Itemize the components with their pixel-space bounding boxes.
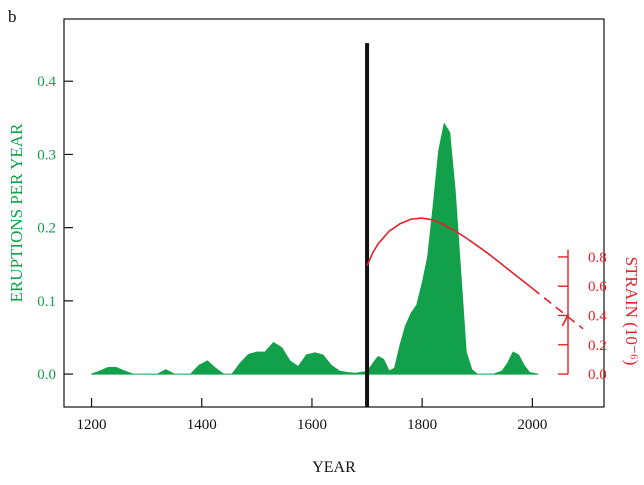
right-tick-label: 0.4 [588,308,607,324]
plot-area [63,18,605,408]
x-tick-label: 1400 [187,417,217,433]
left-tick-label: 0.1 [37,294,56,310]
x-tick-label: 1800 [407,417,437,433]
right-tick-label: 0.2 [588,338,607,354]
left-tick-label: 0.0 [37,367,56,383]
right-y-axis-label: STRAIN (10⁻⁶) [622,257,641,366]
x-axis: 1200 1400 1600 1800 2000 [77,398,547,433]
left-y-axis: 0.0 0.1 0.2 0.3 0.4 [37,74,73,383]
right-tick-label: 0.6 [588,279,607,295]
x-axis-label: YEAR [312,459,356,476]
panel-label: b [8,7,17,26]
x-tick-label: 2000 [517,417,547,433]
left-y-axis-label: ERUPTIONS PER YEAR [7,123,26,302]
right-tick-label: 0.0 [588,367,607,383]
plot-frame [63,18,605,408]
eruptions-area-series [91,123,539,375]
left-tick-label: 0.2 [37,221,56,237]
right-tick-label: 0.8 [588,250,607,266]
left-tick-label: 0.3 [37,147,56,163]
left-tick-label: 0.4 [37,74,56,90]
strain-dashed-extension [531,287,584,330]
right-y-axis: 0.0 0.2 0.4 0.6 0.8 [558,249,607,383]
x-tick-label: 1600 [297,417,327,433]
strain-line-series [366,217,533,290]
x-tick-label: 1200 [77,417,107,433]
